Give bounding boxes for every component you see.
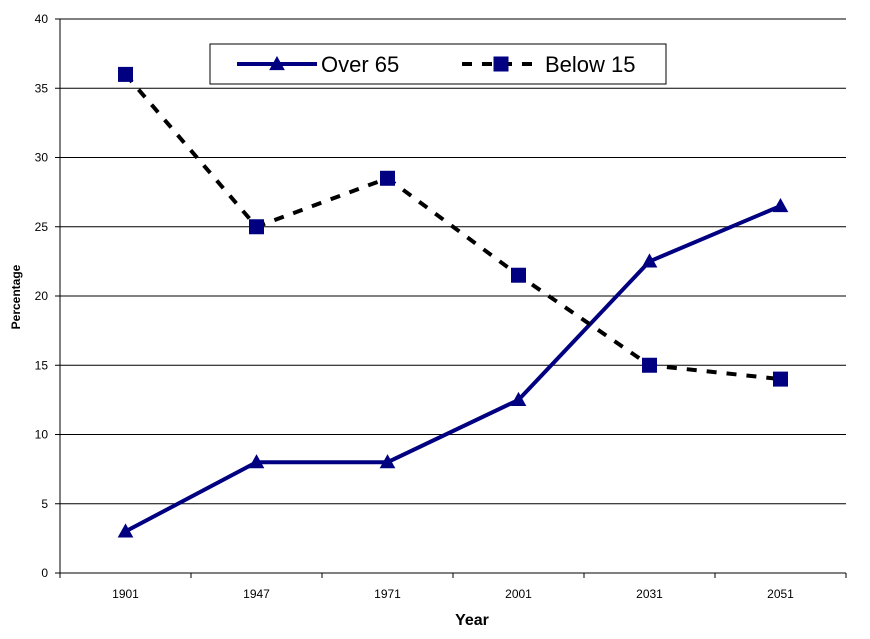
legend-label-0: Over 65	[321, 52, 399, 77]
series-lines	[123, 73, 782, 534]
legend-items: Over 65 Below 15	[237, 52, 636, 77]
x-tick-label: 2051	[767, 587, 794, 601]
y-tick-label: 40	[35, 12, 49, 26]
series-line-1	[123, 73, 781, 382]
x-tick-label: 1971	[374, 587, 401, 601]
y-tick-label: 35	[35, 81, 49, 95]
legend: Over 65 Below 15	[209, 43, 667, 85]
y-axis-title: Percentage	[9, 264, 23, 329]
y-tick-label: 15	[35, 358, 49, 372]
legend-marker-0	[269, 55, 285, 71]
data-point-1-2	[380, 170, 395, 186]
legend-label-1: Below 15	[545, 52, 636, 77]
y-tick-label: 0	[41, 566, 48, 580]
data-point-0-3	[510, 391, 527, 406]
y-tick-label: 30	[35, 151, 49, 165]
y-tick-label: 20	[35, 289, 49, 303]
y-tick-label: 5	[41, 497, 48, 511]
x-tick-label: 1947	[243, 587, 270, 601]
data-point-0-0	[117, 523, 134, 538]
series-line-0	[124, 204, 782, 534]
x-tick-label: 1901	[112, 587, 139, 601]
data-point-1-5	[773, 371, 788, 387]
data-point-1-0	[118, 66, 133, 82]
data-point-0-1	[248, 454, 265, 469]
data-point-1-1	[249, 219, 264, 235]
data-point-0-2	[379, 454, 396, 469]
legend-marker-1	[493, 56, 509, 72]
y-tick-label: 10	[35, 428, 49, 442]
series-markers	[117, 66, 789, 538]
y-tick-label: 25	[35, 220, 49, 234]
axes	[55, 18, 847, 578]
x-tick-label: 2001	[505, 587, 532, 601]
data-point-0-5	[772, 197, 789, 213]
x-axis-title: Year	[455, 612, 489, 629]
data-point-0-4	[641, 253, 658, 268]
tick-labels: 0 5 10 15 20 25 30 35 40 1901 1947 1971 2001 2031 2051	[35, 12, 795, 601]
x-tick-label: 2031	[636, 587, 663, 601]
data-point-1-4	[642, 357, 657, 373]
data-point-1-3	[511, 267, 526, 283]
